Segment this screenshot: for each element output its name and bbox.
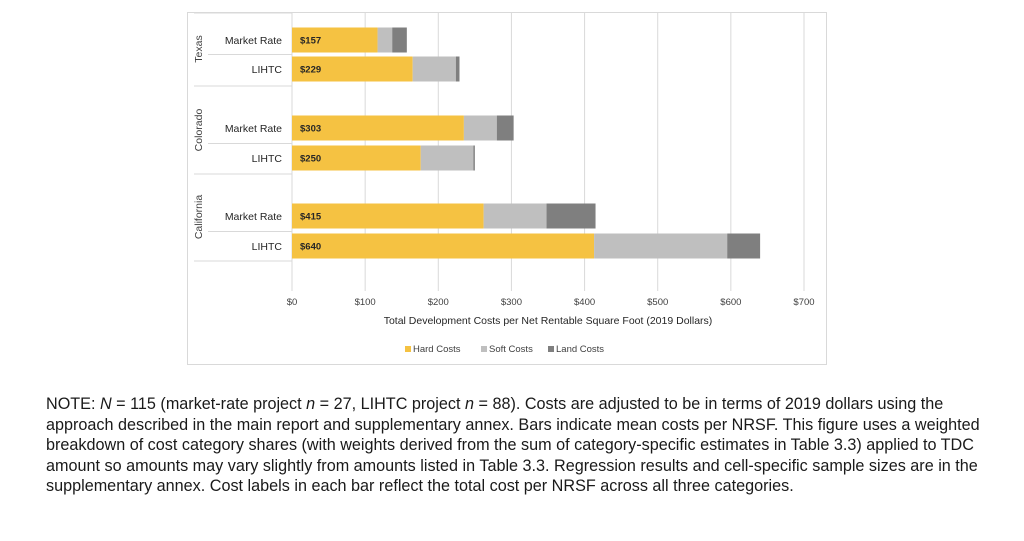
figure-note: NOTE: N = 115 (market-rate project n = 2…: [46, 394, 996, 497]
bar-segment-hard-costs: [292, 27, 378, 53]
note-rest: = 88). Costs are adjusted to be in terms…: [46, 395, 980, 496]
note-n-symbol: N: [99, 395, 112, 413]
bar-segment-hard-costs: [292, 203, 484, 229]
x-tick-label: $100: [355, 297, 376, 308]
category-label: LIHTC: [252, 153, 283, 165]
bar-segment-soft-costs: [594, 233, 728, 259]
bar-segment-hard-costs: [292, 233, 595, 259]
group-label-colorado: Colorado: [193, 109, 205, 152]
bar-segment-soft-costs: [420, 145, 474, 171]
note-prefix: NOTE:: [46, 395, 100, 413]
bar-segment-soft-costs: [377, 27, 393, 53]
category-label: Market Rate: [225, 35, 282, 47]
bar-segment-land-costs: [727, 233, 761, 259]
note-n2-text: = 27, LIHTC project: [315, 395, 465, 413]
bar-segment-land-costs: [473, 145, 475, 171]
bar-total-label: $640: [300, 242, 321, 253]
legend-swatch: [481, 346, 487, 352]
bar-segment-hard-costs: [292, 145, 421, 171]
x-tick-label: $500: [647, 297, 668, 308]
x-axis-title: Total Development Costs per Net Rentable…: [384, 315, 713, 327]
chart-frame: $0 $100 $200 $300 $400 $500 $600 $700 Texas Color…: [187, 12, 827, 365]
category-label: LIHTC: [252, 241, 283, 253]
note-n-text: = 115 (market-rate project: [111, 395, 307, 413]
bar-total-label: $250: [300, 154, 321, 165]
x-tick-label: $300: [501, 297, 522, 308]
bar-segment-hard-costs: [292, 56, 413, 82]
bar-total-label: $229: [300, 65, 321, 76]
bar-total-label: $303: [300, 124, 321, 135]
category-label: LIHTC: [252, 64, 283, 76]
bar-segment-soft-costs: [412, 56, 456, 82]
bar-total-label: $415: [300, 212, 322, 223]
x-tick-label: $400: [574, 297, 595, 308]
category-label: Market Rate: [225, 211, 282, 223]
x-tick-label: $0: [287, 297, 298, 308]
bar-segment-soft-costs: [483, 203, 547, 229]
category-label: Market Rate: [225, 123, 282, 135]
bar-segment-land-costs: [392, 27, 407, 53]
stacked-bar-chart: $0 $100 $200 $300 $400 $500 $600 $700 Texas Color…: [193, 13, 815, 355]
x-tick-label: $200: [428, 297, 449, 308]
note-n3-symbol: n: [464, 395, 474, 413]
bar-segment-land-costs: [546, 203, 596, 229]
note-n2-symbol: n: [306, 395, 316, 413]
legend-label: Soft Costs: [489, 344, 533, 355]
bar-segment-hard-costs: [292, 115, 464, 141]
x-tick-label: $700: [793, 297, 814, 308]
bar-segment-soft-costs: [463, 115, 497, 141]
bar-segment-land-costs: [496, 115, 514, 141]
legend-label: Land Costs: [556, 344, 604, 355]
legend-label: Hard Costs: [413, 344, 461, 355]
legend-swatch: [405, 346, 411, 352]
bar-segment-land-costs: [455, 56, 460, 82]
x-tick-label: $600: [720, 297, 741, 308]
legend-swatch: [548, 346, 554, 352]
group-label-california: California: [193, 195, 205, 240]
bar-total-label: $157: [300, 36, 321, 47]
group-label-texas: Texas: [193, 35, 205, 62]
